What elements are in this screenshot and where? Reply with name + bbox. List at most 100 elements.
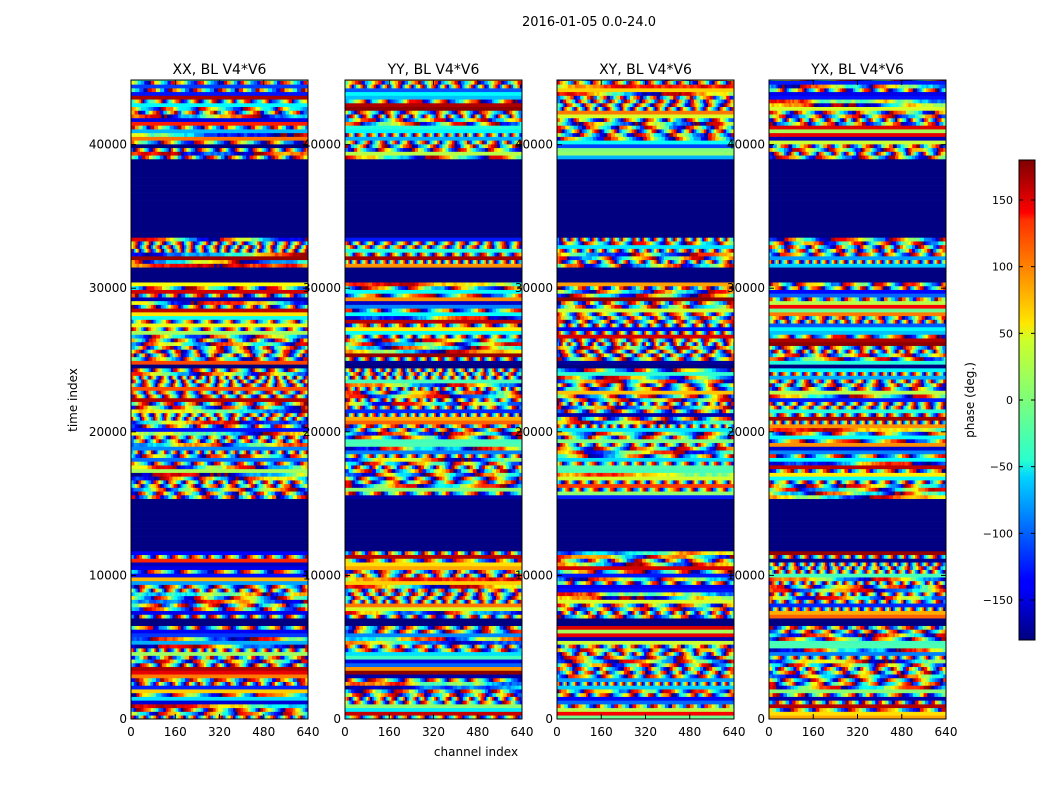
phase-cell xyxy=(297,345,302,350)
phase-cell xyxy=(230,390,234,395)
phase-cell xyxy=(153,244,156,249)
phase-cell xyxy=(137,662,141,668)
phase-cell xyxy=(287,304,291,309)
phase-cell xyxy=(208,681,212,686)
phase-cell xyxy=(255,715,259,719)
phase-cell xyxy=(201,450,205,455)
phase-cell xyxy=(266,353,270,358)
phase-cell xyxy=(252,588,256,593)
phase-cell xyxy=(267,704,273,709)
phase-cell xyxy=(217,420,220,425)
phase-cell xyxy=(233,442,237,447)
phase-cell xyxy=(231,603,236,608)
phase-cell xyxy=(134,371,140,376)
phase-cell xyxy=(135,416,138,421)
phase-cell xyxy=(294,453,298,458)
phase-cell xyxy=(270,595,275,600)
phase-cell xyxy=(219,588,223,593)
phase-cell xyxy=(184,450,187,455)
phase-cell xyxy=(295,394,298,399)
phase-cell xyxy=(212,648,215,653)
phase-cell xyxy=(205,334,211,339)
phase-cell xyxy=(267,412,270,417)
phase-cell xyxy=(145,338,150,343)
phase-cell xyxy=(183,356,186,361)
phase-cell xyxy=(263,382,267,388)
phase-cell xyxy=(228,491,232,496)
phase-cell xyxy=(197,606,202,612)
phase-cell xyxy=(199,450,203,455)
phase-cell xyxy=(250,662,253,668)
phase-cell xyxy=(227,569,231,574)
phase-cell xyxy=(238,390,241,395)
phase-cell xyxy=(142,248,145,253)
phase-cell xyxy=(141,155,146,160)
phase-cell xyxy=(247,625,251,630)
phase-cell xyxy=(215,341,219,346)
phase-cell xyxy=(300,595,304,600)
phase-cell xyxy=(184,588,187,593)
phase-cell xyxy=(158,442,162,447)
phase-cell xyxy=(194,711,199,716)
phase-cell xyxy=(233,319,236,324)
phase-cell xyxy=(215,349,218,354)
phase-cell xyxy=(212,394,215,399)
phase-cell xyxy=(168,655,173,660)
phase-cell xyxy=(190,461,195,466)
phase-cell xyxy=(255,319,259,324)
phase-cell xyxy=(197,300,201,305)
phase-cell xyxy=(148,487,152,492)
phase-cell xyxy=(288,453,291,458)
phase-cell xyxy=(183,681,187,686)
phase-cell xyxy=(147,636,151,641)
phase-cell xyxy=(197,263,201,268)
phase-cell xyxy=(245,326,249,332)
phase-cell xyxy=(188,252,193,257)
phase-cell xyxy=(235,435,239,440)
phase-cell xyxy=(164,453,167,458)
phase-cell xyxy=(247,345,252,350)
phase-cell xyxy=(288,379,291,384)
phase-cell xyxy=(169,476,172,481)
phase-cell xyxy=(252,412,255,417)
phase-cell xyxy=(206,599,211,604)
phase-cell xyxy=(250,707,254,712)
phase-cell xyxy=(158,659,163,664)
phase-cell xyxy=(219,263,223,268)
phase-cell xyxy=(277,241,280,246)
phase-cell xyxy=(239,420,242,425)
phase-cell xyxy=(224,491,229,496)
phase-cell xyxy=(216,371,221,376)
phase-cell xyxy=(144,420,147,425)
phase-cell xyxy=(132,592,136,597)
phase-cell xyxy=(296,375,299,380)
phase-cell xyxy=(184,465,190,470)
phase-cell xyxy=(169,424,174,429)
phase-cell xyxy=(148,326,152,332)
phase-cell xyxy=(147,677,153,682)
phase-cell xyxy=(135,341,139,346)
phase-cell xyxy=(142,293,147,298)
phase-cell xyxy=(165,412,168,417)
phase-cell xyxy=(263,692,267,697)
phase-cell xyxy=(285,483,289,488)
phase-cell xyxy=(239,483,242,488)
phase-cell xyxy=(150,435,154,440)
phase-cell xyxy=(184,599,189,604)
phase-cell xyxy=(175,412,178,417)
phase-cell xyxy=(240,319,244,324)
phase-cell xyxy=(131,304,134,309)
phase-cell xyxy=(216,259,221,264)
phase-cell xyxy=(273,300,278,305)
phase-cell xyxy=(255,487,259,492)
phase-cell xyxy=(220,252,225,257)
phase-cell xyxy=(287,480,291,485)
phase-cell xyxy=(267,655,273,660)
phase-cell xyxy=(145,707,149,712)
phase-cell xyxy=(142,692,146,697)
phase-cell xyxy=(221,416,225,421)
phase-cell xyxy=(164,554,168,559)
phase-cell xyxy=(144,450,147,455)
phase-cell xyxy=(201,494,206,500)
phase-cell xyxy=(291,681,295,686)
